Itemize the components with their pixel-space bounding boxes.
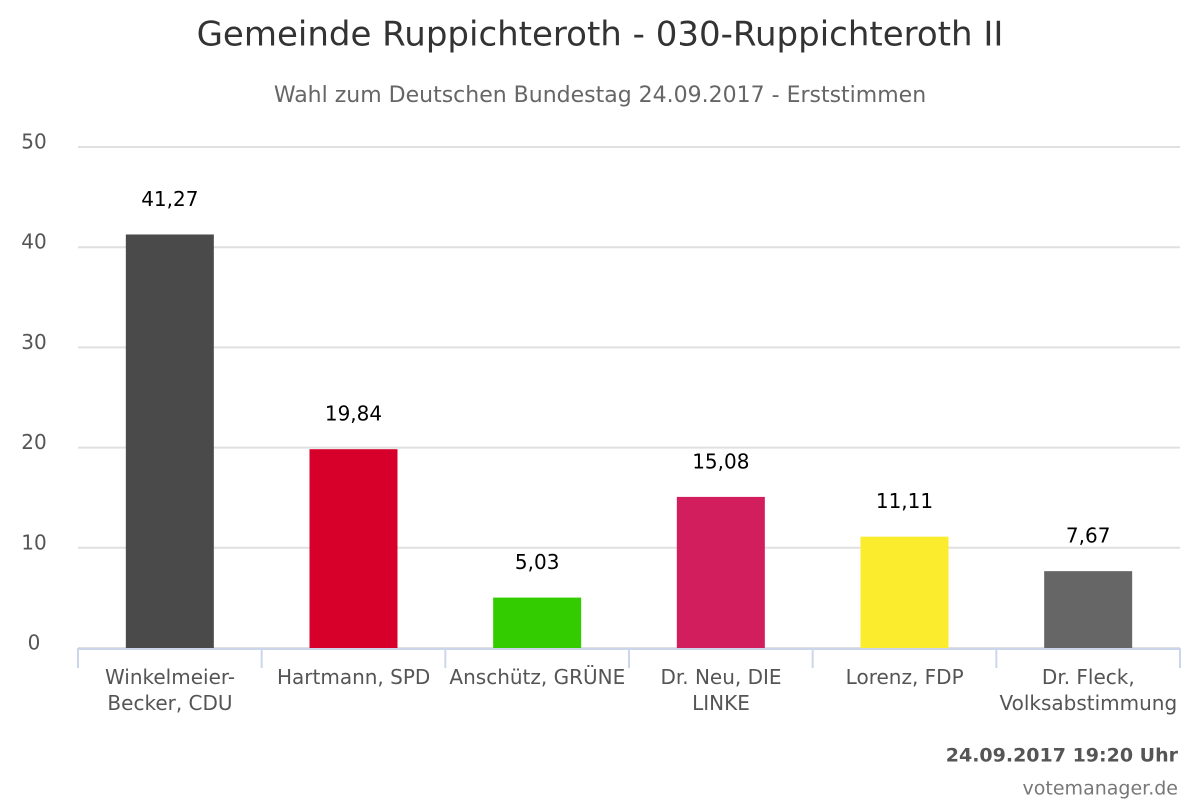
x-tick-label: Winkelmeier-Becker, CDU (104, 665, 236, 715)
bar (125, 234, 214, 648)
y-tick-label: 0 (28, 631, 41, 655)
bar (1044, 571, 1133, 648)
y-tick-label: 30 (21, 330, 46, 354)
data-label: 15,08 (692, 449, 749, 473)
data-label: 19,84 (325, 402, 382, 426)
x-tick-label: Lorenz, FDP (845, 665, 964, 689)
y-tick-label: 10 (21, 530, 46, 554)
chart-title: Gemeinde Ruppichteroth - 030-Ruppichtero… (197, 15, 1004, 55)
x-tick-label: Dr. Neu, DIE LINKE (660, 665, 782, 715)
bar (309, 449, 398, 648)
x-tick-label: Hartmann, SPD (276, 665, 431, 689)
bar (676, 496, 765, 648)
data-label: 41,27 (141, 187, 198, 211)
timestamp: 24.09.2017 19:20 Uhr (946, 745, 1179, 767)
chart-subtitle: Wahl zum Deutschen Bundestag 24.09.2017 … (274, 83, 926, 108)
x-tick-label: Anschütz, GRÜNE (449, 665, 626, 689)
data-label: 7,67 (1066, 524, 1111, 548)
bar (493, 597, 582, 648)
y-tick-label: 50 (21, 130, 46, 154)
source: votemanager.de (1023, 778, 1178, 800)
y-tick-label: 40 (21, 230, 46, 254)
x-tick-label: Dr. Fleck, Volksabstimmung (999, 665, 1178, 715)
bar (860, 536, 949, 648)
data-label: 5,03 (515, 550, 560, 574)
data-label: 11,11 (876, 489, 933, 513)
y-tick-label: 20 (21, 430, 46, 454)
